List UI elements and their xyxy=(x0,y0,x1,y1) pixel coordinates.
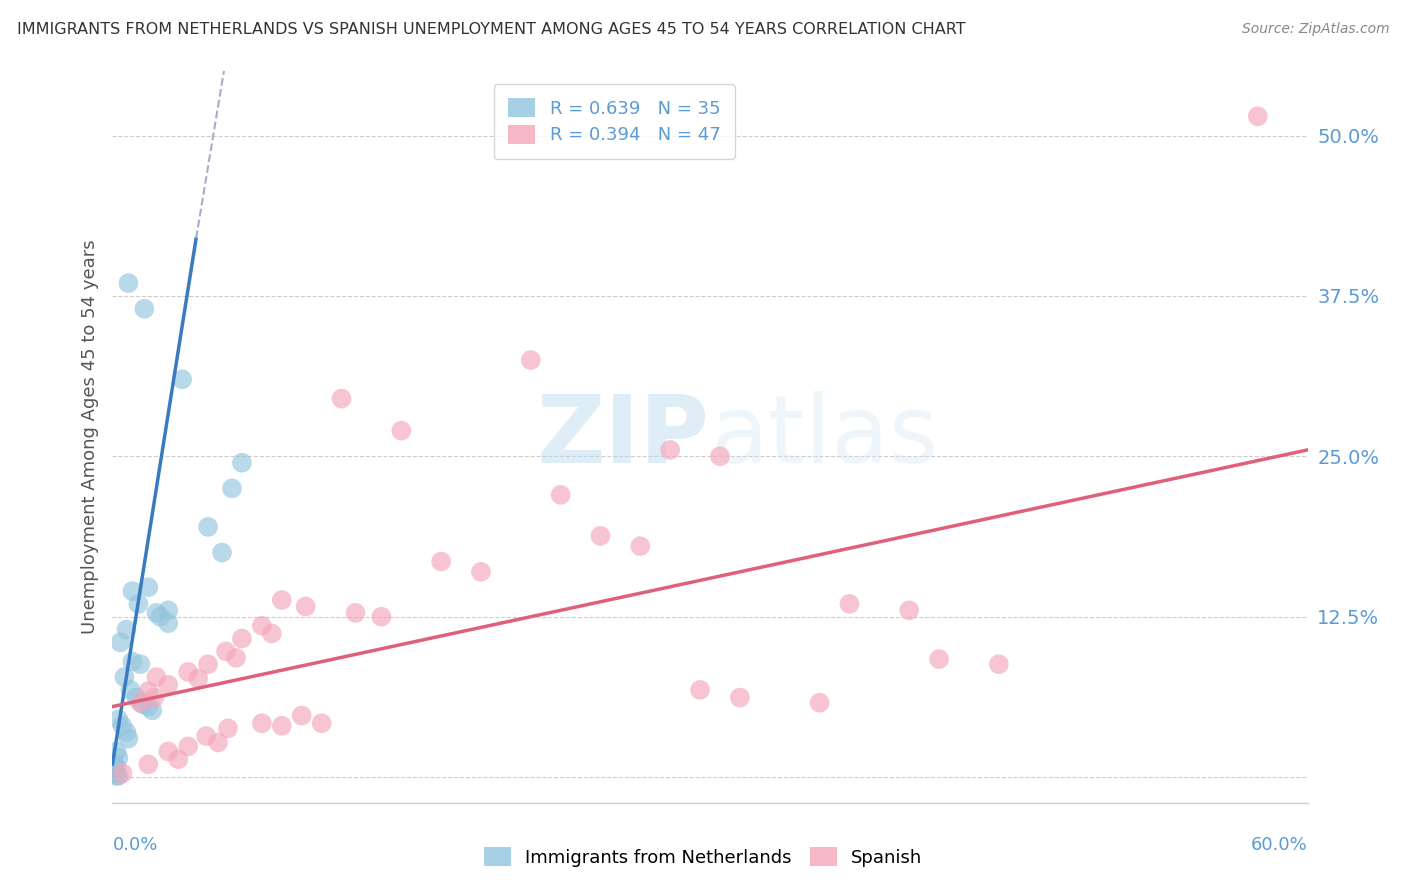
Text: ZIP: ZIP xyxy=(537,391,710,483)
Point xyxy=(127,597,149,611)
Point xyxy=(103,757,125,772)
Point xyxy=(105,761,128,775)
Y-axis label: Unemployment Among Ages 45 to 54 years: Unemployment Among Ages 45 to 54 years xyxy=(80,240,98,634)
Point xyxy=(430,555,453,569)
Point xyxy=(103,766,125,780)
Point xyxy=(231,632,253,646)
Point xyxy=(197,520,219,534)
Point xyxy=(134,301,156,316)
Point xyxy=(589,529,612,543)
Legend: Immigrants from Netherlands, Spanish: Immigrants from Netherlands, Spanish xyxy=(477,840,929,874)
Point xyxy=(157,678,180,692)
Point xyxy=(157,616,180,631)
Point xyxy=(270,719,292,733)
Point xyxy=(838,597,860,611)
Point xyxy=(107,712,129,726)
Point xyxy=(125,690,148,705)
Point xyxy=(138,757,160,772)
Point xyxy=(260,626,283,640)
Point xyxy=(270,593,292,607)
Point xyxy=(217,722,239,736)
Point xyxy=(138,699,160,714)
Point xyxy=(207,735,229,749)
Point xyxy=(344,606,367,620)
Point xyxy=(107,751,129,765)
Point xyxy=(129,657,152,672)
Point xyxy=(145,670,167,684)
Point xyxy=(105,744,128,758)
Point xyxy=(250,618,273,632)
Point xyxy=(121,655,143,669)
Point xyxy=(550,488,572,502)
Point xyxy=(231,456,253,470)
Point xyxy=(138,580,160,594)
Point xyxy=(294,599,316,614)
Text: 0.0%: 0.0% xyxy=(112,836,157,854)
Point xyxy=(1247,109,1270,123)
Point xyxy=(120,682,142,697)
Point xyxy=(157,603,180,617)
Point xyxy=(143,690,166,705)
Point xyxy=(110,635,132,649)
Point xyxy=(211,545,233,559)
Point xyxy=(187,671,209,685)
Point xyxy=(177,665,200,679)
Point xyxy=(114,670,135,684)
Text: atlas: atlas xyxy=(710,391,938,483)
Point xyxy=(157,744,180,758)
Point xyxy=(291,708,314,723)
Point xyxy=(149,609,172,624)
Point xyxy=(197,657,219,672)
Point xyxy=(111,719,134,733)
Point xyxy=(115,623,138,637)
Point xyxy=(250,716,273,731)
Point xyxy=(928,652,950,666)
Point xyxy=(808,696,831,710)
Point xyxy=(215,644,238,658)
Point xyxy=(659,442,682,457)
Point xyxy=(221,482,243,496)
Point xyxy=(138,684,160,698)
Point xyxy=(470,565,492,579)
Point xyxy=(520,353,543,368)
Point xyxy=(167,752,190,766)
Point xyxy=(117,731,139,746)
Text: Source: ZipAtlas.com: Source: ZipAtlas.com xyxy=(1241,22,1389,37)
Point xyxy=(330,392,353,406)
Point xyxy=(111,766,134,780)
Point xyxy=(389,424,412,438)
Point xyxy=(141,703,163,717)
Text: 60.0%: 60.0% xyxy=(1251,836,1308,854)
Point xyxy=(172,372,194,386)
Point xyxy=(115,725,138,739)
Point xyxy=(121,584,143,599)
Point xyxy=(177,739,200,754)
Point xyxy=(987,657,1010,672)
Point xyxy=(728,690,751,705)
Point xyxy=(225,650,247,665)
Point xyxy=(131,697,153,711)
Text: IMMIGRANTS FROM NETHERLANDS VS SPANISH UNEMPLOYMENT AMONG AGES 45 TO 54 YEARS CO: IMMIGRANTS FROM NETHERLANDS VS SPANISH U… xyxy=(17,22,966,37)
Point xyxy=(898,603,921,617)
Legend: R = 0.639   N = 35, R = 0.394   N = 47: R = 0.639 N = 35, R = 0.394 N = 47 xyxy=(494,84,735,159)
Point xyxy=(709,450,731,464)
Point xyxy=(195,729,218,743)
Point xyxy=(370,609,392,624)
Point xyxy=(107,769,129,783)
Point xyxy=(145,606,167,620)
Point xyxy=(628,539,651,553)
Point xyxy=(105,769,128,783)
Point xyxy=(117,276,139,290)
Point xyxy=(129,696,152,710)
Point xyxy=(311,716,333,731)
Point xyxy=(689,682,711,697)
